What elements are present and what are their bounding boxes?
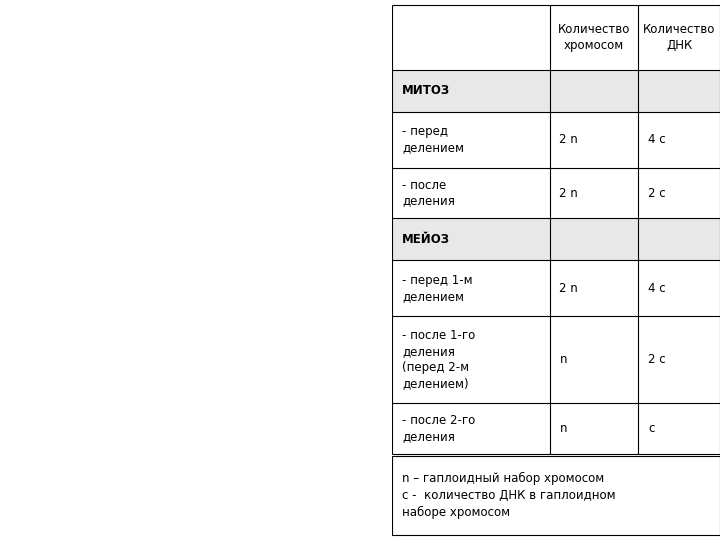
Text: МЕЙОЗ: МЕЙОЗ	[402, 233, 450, 246]
Text: МИТОЗ: МИТОЗ	[402, 84, 450, 97]
Bar	[392, 70, 720, 112]
Text: - перед 1-м
делением: - перед 1-м делением	[402, 274, 473, 303]
Text: n: n	[559, 422, 567, 435]
Text: 4 c: 4 c	[648, 282, 665, 295]
Bar	[392, 456, 720, 535]
Bar	[392, 316, 720, 403]
Bar	[392, 168, 720, 218]
Text: - перед
делением: - перед делением	[402, 125, 464, 154]
Text: 2 n: 2 n	[559, 187, 578, 200]
Text: 2 c: 2 c	[648, 353, 665, 366]
Bar	[392, 260, 720, 316]
Text: - после
деления: - после деления	[402, 179, 455, 207]
Bar	[392, 5, 720, 70]
Text: 2 c: 2 c	[648, 187, 665, 200]
Text: n – гаплоидный набор хромосом
с -  количество ДНК в гаплоидном
наборе хромосом: n – гаплоидный набор хромосом с - количе…	[402, 472, 616, 519]
Text: - после 2-го
деления: - после 2-го деления	[402, 414, 475, 443]
Text: n: n	[559, 353, 567, 366]
Text: 2 n: 2 n	[559, 282, 578, 295]
Bar	[392, 112, 720, 168]
Bar	[392, 403, 720, 454]
Text: - после 1-го
деления
(перед 2-м
делением): - после 1-го деления (перед 2-м делением…	[402, 329, 475, 390]
Text: 4 c: 4 c	[648, 133, 665, 146]
Bar	[392, 218, 720, 260]
Text: c: c	[648, 422, 654, 435]
Text: Количество
ДНК: Количество ДНК	[643, 23, 715, 52]
Text: Количество
хромосом: Количество хромосом	[558, 23, 630, 52]
Text: 2 n: 2 n	[559, 133, 578, 146]
